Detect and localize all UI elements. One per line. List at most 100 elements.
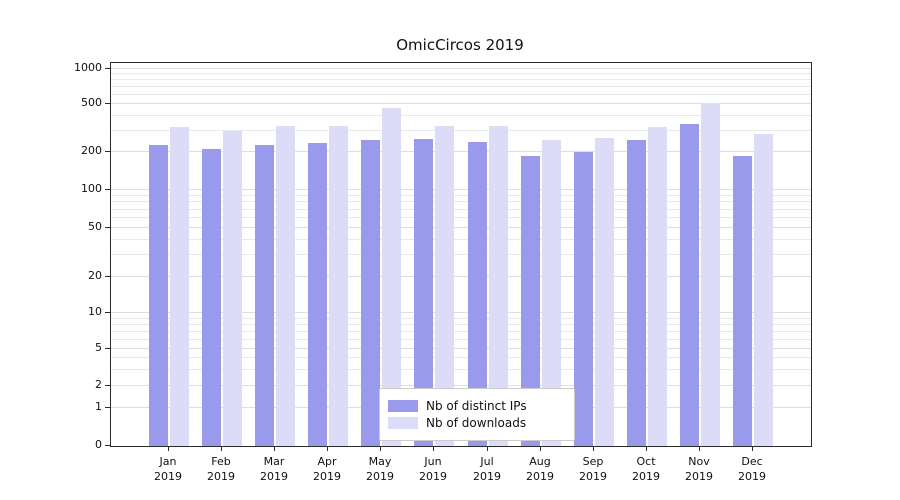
x-tick-mark [274,446,275,451]
bar-downloads [435,126,454,446]
x-tick-label: May 2019 [366,455,394,483]
gridline [111,86,811,88]
y-tick-label: 200 [81,143,102,157]
bar-downloads [276,126,295,446]
gridline [111,79,811,81]
y-tick-label: 100 [81,182,102,196]
gridline [111,129,811,131]
x-tick-label: Apr 2019 [313,455,341,483]
x-tick-label: Jan 2019 [154,455,182,483]
y-tick-mark [105,312,110,314]
bar-distinct-ips [733,156,752,446]
bar-downloads [489,126,508,446]
legend-row-distinct-ips: Nb of distinct IPs [388,399,564,413]
bar-distinct-ips [255,145,274,446]
x-tick-label: Jun 2019 [419,455,447,483]
bar-distinct-ips [468,142,487,446]
gridline [111,93,811,95]
x-tick-mark [487,446,488,451]
gridline [111,114,811,116]
gridline [111,348,811,350]
bar-downloads [648,127,667,446]
x-tick-label: Mar 2019 [260,455,288,483]
x-tick-mark [433,446,434,451]
x-tick-label: Dec 2019 [738,455,766,483]
legend: Nb of distinct IPs Nb of downloads [379,388,575,441]
y-tick-mark [105,150,110,152]
x-tick-mark [646,446,647,451]
x-tick-label: Feb 2019 [207,455,235,483]
gridline [111,102,811,104]
gridline [111,254,811,256]
bar-distinct-ips [574,152,593,446]
bar-downloads [223,131,242,446]
gridline [111,194,811,196]
bar-downloads [542,140,561,446]
gridline [111,276,811,278]
gridline [111,357,811,359]
gridline [111,150,811,152]
y-tick-label: 5 [95,341,102,355]
y-tick-mark [105,384,110,386]
gridline [111,312,811,314]
bar-distinct-ips [680,124,699,446]
y-tick-mark [105,102,110,104]
bar-distinct-ips [414,139,433,446]
y-tick-label: 500 [81,95,102,109]
gridline [111,330,811,332]
x-tick-label: Sep 2019 [579,455,607,483]
legend-swatch-distinct-ips [388,400,418,412]
gridline [111,239,811,241]
x-tick-mark [593,446,594,451]
bar-downloads [329,126,348,446]
x-tick-mark [380,446,381,451]
gridline [111,208,811,210]
bar-downloads [701,103,720,446]
gridline [111,227,811,229]
bar-distinct-ips [361,140,380,446]
y-tick-label: 50 [88,220,102,234]
gridline [111,338,811,340]
gridline [111,189,811,191]
y-tick-mark [105,276,110,278]
plot-area: Nb of distinct IPs Nb of downloads [110,62,812,447]
x-tick-label: Nov 2019 [685,455,713,483]
x-tick-label: Jul 2019 [473,455,501,483]
y-tick-label: 2 [95,377,102,391]
y-tick-label: 20 [88,269,102,283]
bar-distinct-ips [627,140,646,446]
gridline [111,201,811,203]
gridline [111,73,811,75]
legend-swatch-downloads [388,417,418,429]
x-tick-mark [327,446,328,451]
y-tick-mark [105,68,110,70]
chart-title: OmicCircos 2019 [396,36,524,54]
y-tick-mark [105,407,110,409]
x-tick-mark [540,446,541,451]
x-tick-label: Oct 2019 [632,455,660,483]
bar-distinct-ips [308,143,327,446]
gridline [111,217,811,219]
x-tick-mark [699,446,700,451]
legend-label-downloads: Nb of downloads [426,416,527,430]
bar-downloads [382,108,401,446]
x-tick-label: Aug 2019 [526,455,554,483]
bar-downloads [754,134,773,446]
y-tick-label: 1000 [74,61,102,75]
y-tick-mark [105,189,110,191]
gridline [111,368,811,370]
x-tick-mark [752,446,753,451]
y-tick-label: 0 [95,438,102,451]
y-tick-mark [105,445,110,446]
y-tick-mark [105,348,110,350]
bar-downloads [595,138,614,446]
y-tick-label: 10 [88,305,102,319]
gridline [111,68,811,70]
x-tick-mark [221,446,222,451]
bar-distinct-ips [202,149,221,446]
gridline [111,384,811,386]
y-tick-label: 1 [95,400,102,414]
bar-downloads [170,127,189,446]
bar-distinct-ips [149,145,168,446]
